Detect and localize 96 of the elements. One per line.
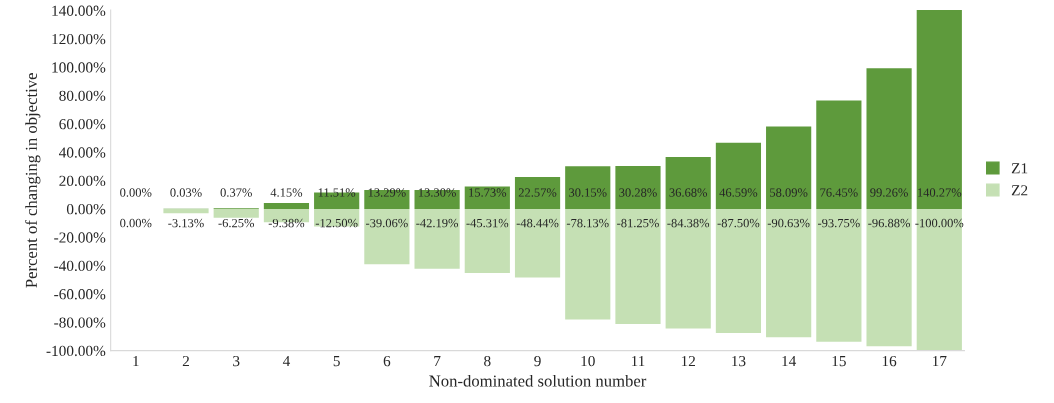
y-tick-label: -40.00%: [54, 260, 106, 272]
x-tick-label: 12: [681, 355, 695, 367]
data-label: -84.38%: [667, 218, 710, 228]
data-label: -9.38%: [268, 218, 305, 228]
bar: [464, 186, 510, 209]
x-tick-label: 9: [534, 355, 541, 367]
data-label: 11.51%: [318, 188, 356, 197]
data-label: 0.37%: [220, 188, 252, 197]
data-label: 0.03%: [170, 188, 202, 197]
data-label: 22.57%: [518, 188, 557, 197]
legend-label: Z1: [1011, 163, 1028, 174]
data-label: 13.30%: [418, 188, 456, 197]
data-label: 46.59%: [719, 188, 758, 197]
data-label: -90.63%: [767, 218, 810, 228]
x-tick-label: 10: [581, 355, 595, 367]
y-tick-label: 20.00%: [59, 175, 106, 187]
x-tick-label: 13: [732, 355, 746, 367]
bar: [565, 208, 611, 320]
data-label: -78.13%: [566, 218, 609, 228]
bar: [263, 203, 310, 209]
x-tick-label: 8: [484, 355, 491, 367]
bar: [364, 208, 410, 265]
bar: [414, 208, 460, 269]
data-label: -42.19%: [416, 218, 459, 228]
y-tick-label: -20.00%: [54, 232, 106, 243]
bar: [163, 208, 209, 214]
data-label: 15.73%: [469, 188, 507, 197]
x-tick-label: 3: [233, 355, 240, 367]
data-label: 0.00%: [120, 188, 152, 197]
bar: [816, 100, 862, 209]
bar: [364, 190, 410, 209]
data-label: -96.88%: [868, 218, 910, 228]
data-label: 30.28%: [619, 188, 657, 197]
y-tick-label: -100.00%: [46, 345, 106, 357]
data-label: -48.44%: [516, 218, 559, 228]
x-tick-label: 1: [133, 355, 139, 367]
y-tick-label: 120.00%: [52, 33, 106, 45]
bar: [916, 10, 962, 209]
bar: [565, 166, 611, 209]
data-label: 58.09%: [770, 188, 808, 197]
bar: [766, 126, 812, 209]
data-label: -39.06%: [366, 218, 408, 228]
data-label: 4.15%: [270, 188, 303, 197]
bar: [514, 176, 561, 209]
data-label: 0.00%: [120, 218, 152, 228]
x-tick-label: 7: [434, 356, 441, 367]
bar: [816, 208, 862, 342]
data-label: -3.13%: [168, 218, 204, 228]
bar: [615, 165, 661, 209]
bar: [615, 208, 661, 325]
y-tick-label: -60.00%: [54, 289, 106, 300]
data-label: -81.25%: [617, 218, 659, 228]
data-label: -93.75%: [817, 218, 860, 228]
bar: [665, 156, 711, 209]
data-label: 30.15%: [569, 188, 607, 197]
data-label: -87.50%: [717, 218, 760, 228]
x-tick-label: 17: [933, 355, 947, 367]
bar: [464, 208, 510, 274]
data-label: -12.50%: [315, 218, 358, 228]
data-label: 99.26%: [870, 188, 908, 197]
y-tick-label: 0.00%: [66, 204, 106, 215]
y-tick-label: 100.00%: [52, 62, 106, 73]
bar: [514, 208, 561, 278]
y-tick-label: 80.00%: [59, 90, 106, 102]
data-label: -6.25%: [218, 218, 255, 228]
data-label: 76.45%: [820, 188, 858, 197]
y-tick-label: 40.00%: [59, 147, 106, 158]
x-tick-label: 15: [832, 355, 846, 367]
y-axis-title: Percent of changing in objective: [25, 73, 41, 288]
y-tick-label: -80.00%: [54, 317, 106, 328]
y-tick-label: 140.00%: [52, 5, 106, 16]
data-label: 13.29%: [368, 188, 406, 197]
x-tick-label: 6: [383, 355, 391, 367]
bar: [866, 208, 912, 347]
bar: [866, 68, 912, 209]
bar: [213, 208, 259, 218]
data-label: -45.31%: [466, 218, 509, 228]
data-label: 140.27%: [918, 188, 962, 197]
bar: [314, 208, 360, 227]
bar: [665, 208, 711, 329]
x-tick-label: 4: [282, 356, 291, 367]
x-tick-label: 16: [882, 355, 897, 367]
x-tick-label: 5: [333, 356, 340, 367]
x-tick-label: 14: [782, 355, 797, 367]
bar: [414, 190, 460, 209]
legend-label: Z2: [1011, 185, 1028, 196]
x-tick-label: 2: [182, 355, 189, 367]
x-axis-title: Non-dominated solution number: [429, 374, 647, 387]
bar: [715, 208, 762, 333]
bar: [916, 208, 962, 351]
x-tick-label: 11: [631, 355, 645, 367]
bar: [715, 142, 762, 209]
bar: [766, 208, 812, 338]
data-label: -100.00%: [915, 218, 964, 228]
y-tick-label: 60.00%: [59, 118, 106, 130]
data-label: 36.68%: [669, 188, 708, 197]
